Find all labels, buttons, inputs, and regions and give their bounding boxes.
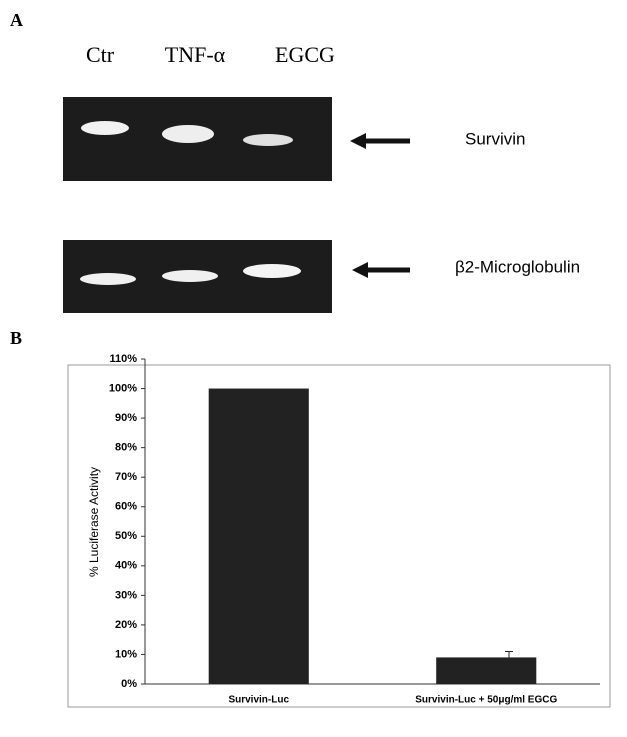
x-tick-label: Survivin-Luc <box>228 695 289 706</box>
bar <box>436 657 536 684</box>
x-tick-label: Survivin-Luc + 50μg/ml EGCG <box>415 695 557 706</box>
y-tick-label: 40% <box>115 560 137 572</box>
y-tick-label: 80% <box>115 442 137 454</box>
y-tick-label: 50% <box>115 530 137 542</box>
arrow-head <box>352 262 368 278</box>
y-tick-label: 30% <box>115 589 137 601</box>
gel-band <box>162 270 218 282</box>
panel-label: A <box>10 10 23 30</box>
gel-band <box>243 264 301 278</box>
y-tick-label: 10% <box>115 648 137 660</box>
y-tick-label: 110% <box>109 353 137 365</box>
bar <box>209 389 309 684</box>
y-tick-label: 0% <box>121 678 137 690</box>
gel-band <box>81 121 129 135</box>
y-tick-label: 70% <box>115 471 137 483</box>
figure: A Ctr TNF-α EGCG Survivin β2-Microglobul… <box>0 0 627 737</box>
gel-band <box>243 134 293 146</box>
y-axis-label: % Luciferase Activity <box>87 467 101 577</box>
arrow-head <box>350 133 366 149</box>
band-label: β2-Microglobulin <box>455 257 580 276</box>
gel-band <box>80 273 136 285</box>
chart-frame <box>68 365 610 707</box>
panel-label: B <box>10 328 22 348</box>
y-tick-label: 60% <box>115 501 137 513</box>
y-tick-label: 100% <box>109 382 137 394</box>
y-tick-label: 90% <box>115 412 137 424</box>
lane-label: Ctr <box>86 42 115 67</box>
band-label: Survivin <box>465 129 525 148</box>
y-tick-label: 20% <box>115 619 137 631</box>
lane-label: TNF-α <box>165 42 226 67</box>
lane-label: EGCG <box>275 42 335 67</box>
gel-band <box>162 125 214 143</box>
